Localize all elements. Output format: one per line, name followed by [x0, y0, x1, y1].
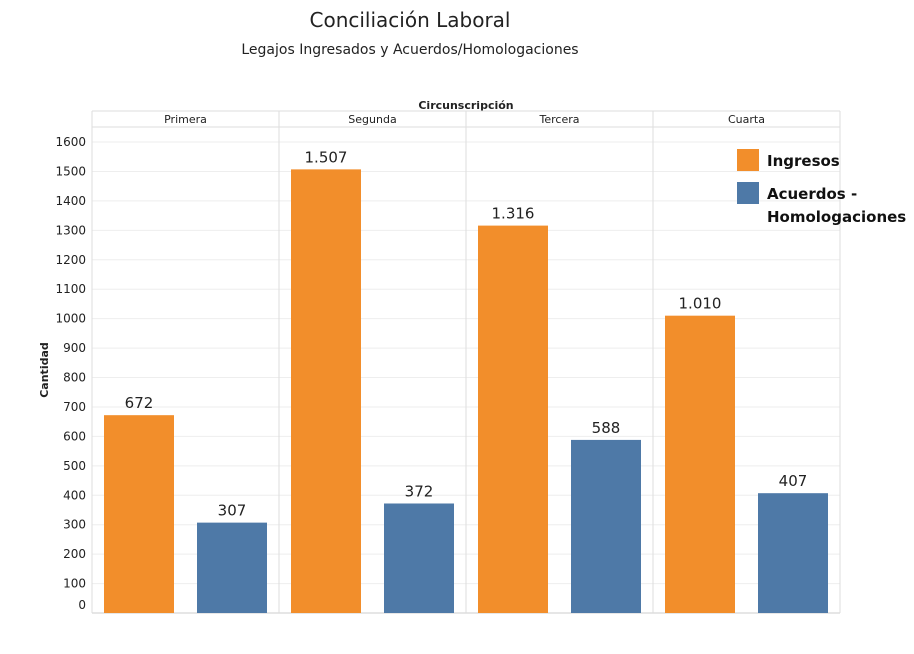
y-axis-label: Cantidad: [38, 342, 51, 398]
y-tick-label: 300: [63, 518, 86, 532]
y-tick-label: 900: [63, 341, 86, 355]
data-label: 1.010: [679, 295, 722, 313]
y-tick-label: 1600: [55, 135, 86, 149]
legend-label: Ingresos: [767, 152, 840, 170]
legend-swatch: [737, 149, 759, 171]
bar-acuerdos: [197, 522, 267, 613]
bar-ingresos: [478, 225, 548, 614]
category-label: Segunda: [348, 113, 396, 126]
y-tick-label: 400: [63, 488, 86, 502]
bar-acuerdos: [384, 503, 454, 613]
bar-acuerdos: [571, 439, 641, 613]
data-label: 372: [405, 482, 434, 500]
legend-label: Acuerdos -: [767, 185, 857, 203]
data-label: 1.507: [305, 148, 348, 166]
y-tick-label: 600: [63, 429, 86, 443]
chart-title: Conciliación Laboral: [309, 8, 511, 32]
data-label: 307: [218, 502, 247, 520]
y-tick-label: 100: [63, 577, 86, 591]
bar-ingresos: [291, 169, 361, 613]
data-label: 407: [779, 472, 808, 490]
y-tick-label: 0: [78, 598, 86, 612]
chart-subtitle: Legajos Ingresados y Acuerdos/Homologaci…: [241, 42, 579, 58]
data-label: 588: [592, 419, 621, 437]
bar-ingresos: [665, 315, 735, 613]
y-tick-label: 1000: [55, 312, 86, 326]
y-tick-label: 800: [63, 371, 86, 385]
legend-label: Homologaciones: [767, 208, 906, 226]
legend-swatch: [737, 182, 759, 204]
y-tick-label: 1500: [55, 164, 86, 178]
y-tick-label: 1100: [55, 282, 86, 296]
y-tick-label: 1400: [55, 194, 86, 208]
y-tick-label: 200: [63, 547, 86, 561]
category-label: Tercera: [539, 113, 580, 126]
category-label: Primera: [164, 113, 207, 126]
y-tick-label: 700: [63, 400, 86, 414]
facet-title: Circunscripción: [418, 99, 513, 112]
bar-ingresos: [104, 415, 174, 613]
bar-acuerdos: [758, 493, 828, 613]
category-label: Cuarta: [728, 113, 765, 126]
data-label: 672: [125, 394, 154, 412]
y-tick-label: 500: [63, 459, 86, 473]
y-tick-label: 1300: [55, 223, 86, 237]
data-label: 1.316: [492, 205, 535, 223]
y-tick-label: 1200: [55, 253, 86, 267]
